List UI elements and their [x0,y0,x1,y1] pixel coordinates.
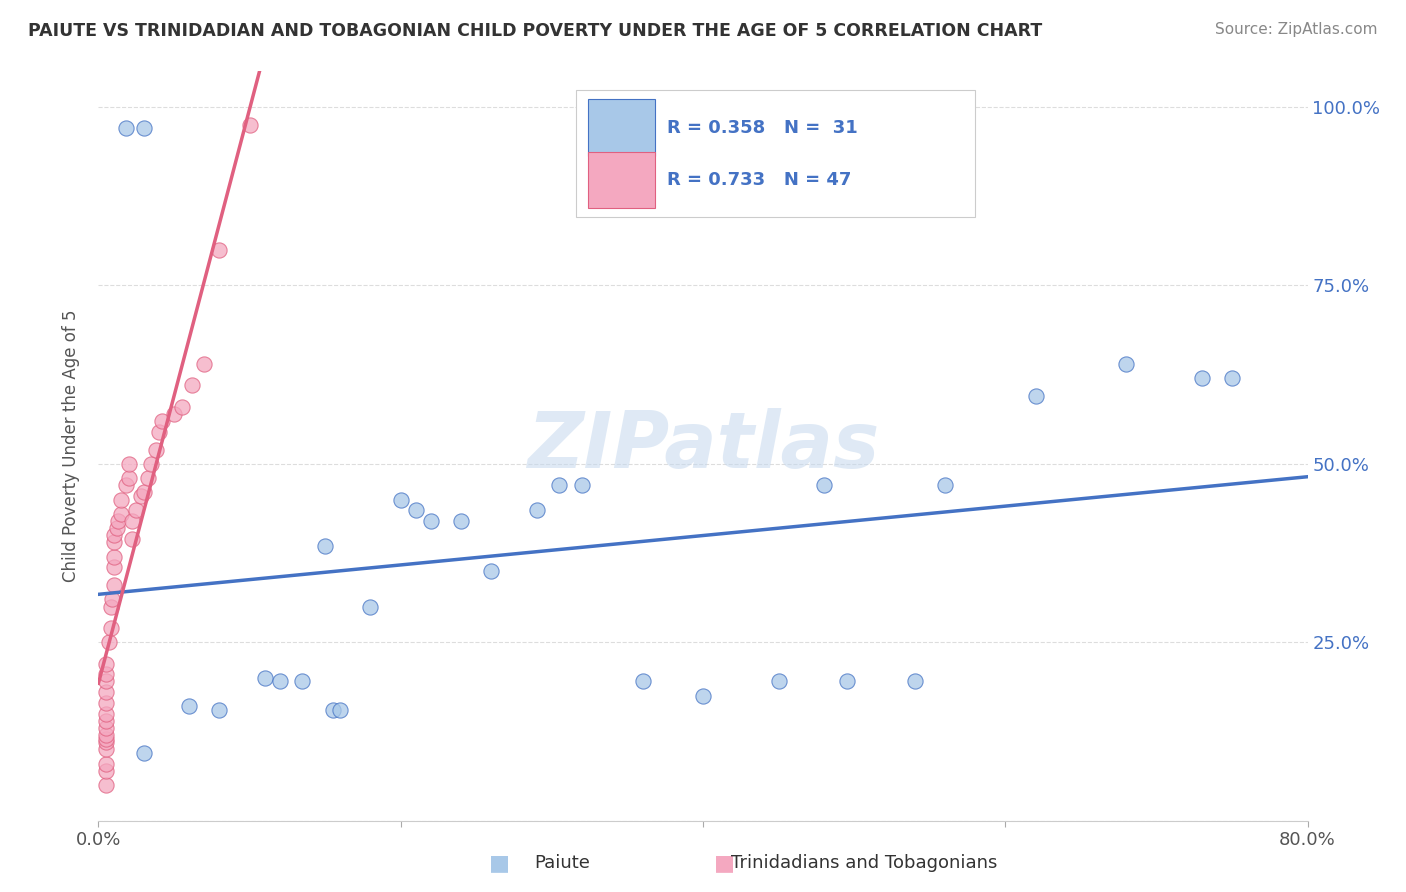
Point [322,703,344,717]
Point [405,503,427,517]
Point [94,685,117,699]
Point [94,728,117,742]
Point [105,521,128,535]
Point [163,407,186,421]
Point [1024,389,1046,403]
Point [132,121,155,136]
Point [208,703,231,717]
Point [389,492,412,507]
Point [100,621,122,635]
Point [934,478,956,492]
Text: ■: ■ [489,854,509,873]
Point [103,578,125,592]
Point [121,532,143,546]
Point [253,671,276,685]
Point [1191,371,1213,385]
Point [94,667,117,681]
Text: ■: ■ [714,854,734,873]
Text: PAIUTE VS TRINIDADIAN AND TOBAGONIAN CHILD POVERTY UNDER THE AGE OF 5 CORRELATIO: PAIUTE VS TRINIDADIAN AND TOBAGONIAN CHI… [28,22,1042,40]
Point [329,703,352,717]
Text: Trinidadians and Tobagonians: Trinidadians and Tobagonians [731,855,997,872]
Point [110,507,132,521]
Point [526,503,548,517]
Point [118,457,141,471]
Point [94,721,117,735]
Y-axis label: Child Poverty Under the Age of 5: Child Poverty Under the Age of 5 [62,310,80,582]
Point [1115,357,1137,371]
Point [121,514,143,528]
Point [94,714,117,728]
Point [314,539,336,553]
Point [98,635,121,649]
Point [269,674,291,689]
Point [94,742,117,756]
Point [631,674,654,689]
Point [103,560,125,574]
Point [450,514,472,528]
Point [94,657,117,671]
Point [141,457,163,471]
Point [103,535,125,549]
Point [100,599,122,614]
Point [94,756,117,771]
Point [548,478,571,492]
Point [114,478,136,492]
Point [813,478,835,492]
Point [692,689,714,703]
Text: ZIPatlas: ZIPatlas [527,408,879,484]
Point [1220,371,1243,385]
Point [179,699,201,714]
Point [481,564,503,578]
Point [132,746,155,760]
Point [420,514,443,528]
Point [94,706,117,721]
Point [94,764,117,778]
Text: Paiute: Paiute [534,855,591,872]
Point [136,471,159,485]
FancyBboxPatch shape [588,100,655,155]
FancyBboxPatch shape [588,152,655,208]
Point [132,485,155,500]
Point [193,357,215,371]
Point [360,599,382,614]
Point [94,696,117,710]
Point [571,478,593,492]
Point [94,778,117,792]
Point [107,514,129,528]
Point [239,118,262,132]
Point [125,503,148,517]
Point [94,731,117,746]
Point [114,121,136,136]
Point [181,378,204,392]
Text: Source: ZipAtlas.com: Source: ZipAtlas.com [1215,22,1378,37]
Point [94,735,117,749]
Point [835,674,858,689]
Point [768,674,790,689]
Point [129,489,152,503]
Point [148,425,170,439]
Point [208,243,231,257]
Point [118,471,141,485]
Point [904,674,927,689]
Point [94,674,117,689]
Point [110,492,132,507]
Point [170,400,193,414]
Point [103,549,125,564]
Point [291,674,314,689]
Text: R = 0.358   N =  31: R = 0.358 N = 31 [666,119,858,136]
Point [145,442,167,457]
Point [150,414,173,428]
Text: R = 0.733   N = 47: R = 0.733 N = 47 [666,171,851,189]
Point [103,528,125,542]
FancyBboxPatch shape [576,90,976,218]
Point [101,592,124,607]
